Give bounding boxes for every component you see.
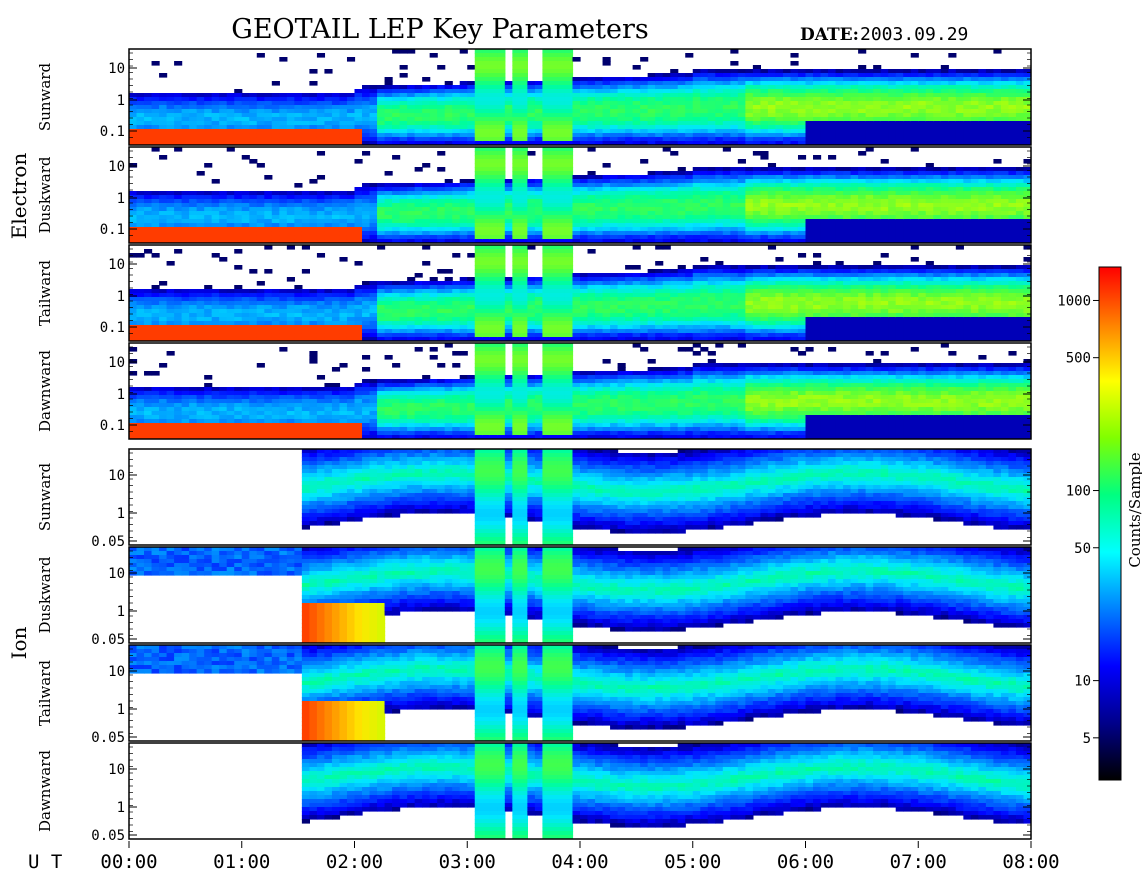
- y-tick-label: 10: [108, 159, 125, 175]
- spectrogram-cells: [129, 645, 1031, 741]
- panel-frame: [128, 342, 1032, 440]
- panel-electron-duskward: 10 1 0.1 Duskward: [36, 146, 1032, 244]
- chart-title: GEOTAIL LEP Key Parameters: [231, 14, 649, 45]
- colorbar-gradient: [1098, 266, 1122, 781]
- date-label: DATE:: [800, 25, 859, 45]
- panel-direction-label: Sunward: [36, 63, 54, 132]
- panel-frame: [128, 146, 1032, 244]
- colorbar-tick-label: 50: [1074, 541, 1091, 557]
- panel-direction-label: Sunward: [36, 463, 54, 532]
- panel-direction-label: Dawnward: [36, 750, 54, 832]
- y-tick-label: 0.05: [91, 730, 125, 746]
- panel-frame: [128, 742, 1032, 840]
- y-tick-label: 10: [108, 257, 125, 273]
- y-tick-label: 1: [117, 191, 125, 207]
- spectrogram-panels: 10 1 0.1 Sunward 10 1 0.1 Duskward 10 1 0.1 Tailwar…: [7, 48, 1032, 844]
- spectrogram-cells: [129, 245, 1031, 341]
- spectrogram-cells: [301, 743, 1031, 839]
- panel-ion-sunward: 10 1 0.05 Sunward: [36, 448, 1032, 550]
- panel-direction-label: Duskward: [36, 556, 54, 633]
- date-value: 2003.09.29: [860, 24, 968, 45]
- colorbar-tick-label: 500: [1066, 351, 1091, 367]
- species-label: Ion: [7, 626, 31, 659]
- y-tick-label: 1: [117, 387, 125, 403]
- panel-frame: [128, 244, 1032, 342]
- x-tick-label: 05:00: [664, 851, 721, 873]
- y-tick-label: 1: [117, 800, 125, 816]
- time-axis: U T 00:00 01:00 02:00 03:00 04:00 05:00 06:00 07…: [28, 841, 1060, 873]
- x-tick-label: 04:00: [551, 851, 608, 873]
- panel-frame: [128, 448, 1032, 546]
- x-tick-label: 06:00: [777, 851, 834, 873]
- colorbar-tick-label: 5: [1083, 731, 1091, 747]
- y-tick-label: 10: [108, 468, 125, 484]
- x-tick-label: 08:00: [1002, 851, 1059, 873]
- y-tick-label: 1: [117, 702, 125, 718]
- panel-direction-label: Tailward: [36, 260, 54, 326]
- x-tick-label: 03:00: [439, 851, 496, 873]
- panel-electron-sunward: 10 1 0.1 Sunward: [36, 48, 1032, 146]
- colorbar-tick-label: 1000: [1057, 293, 1091, 309]
- panel-ion-duskward: 10 1 0.05 Duskward: [36, 546, 1032, 648]
- x-tick-label: 00:00: [100, 851, 157, 873]
- y-tick-label: 10: [108, 664, 125, 680]
- panel-direction-label: Dawnward: [36, 350, 54, 432]
- y-tick-label: 0.05: [91, 534, 125, 550]
- colorbar-tick-label: 10: [1074, 674, 1091, 690]
- panel-frame: [128, 48, 1032, 146]
- panel-frame: [128, 644, 1032, 742]
- colorbar-tick-label: 100: [1066, 484, 1091, 500]
- y-tick-label: 10: [108, 355, 125, 371]
- x-tick-label: 02:00: [326, 851, 383, 873]
- x-tick-label: 01:00: [213, 851, 270, 873]
- y-tick-label: 1: [117, 289, 125, 305]
- spectrogram-cells: [301, 449, 1031, 545]
- x-axis-label: U T: [28, 851, 62, 873]
- y-tick-label: 0.1: [100, 222, 125, 238]
- y-tick-label: 1: [117, 506, 125, 522]
- y-tick-label: 1: [117, 93, 125, 109]
- x-tick-label: 07:00: [890, 851, 947, 873]
- spectrogram-cells: [129, 547, 1031, 643]
- panel-ion-dawnward: 10 1 0.05 Dawnward: [36, 742, 1032, 844]
- panel-direction-label: Tailward: [36, 660, 54, 726]
- panel-electron-dawnward: 10 1 0.1 Dawnward: [36, 342, 1032, 440]
- y-tick-label: 0.1: [100, 320, 125, 336]
- panel-frame: [128, 546, 1032, 644]
- species-label: Electron: [7, 153, 31, 240]
- y-tick-label: 0.1: [100, 124, 125, 140]
- colorbar-label: Counts/Sample: [1126, 452, 1142, 567]
- spectrogram-cells: [129, 343, 1031, 439]
- y-tick-label: 10: [108, 61, 125, 77]
- spectrogram-cells: [129, 147, 1031, 243]
- y-tick-label: 0.05: [91, 828, 125, 844]
- spectrogram-cells: [129, 49, 1031, 145]
- colorbar: 1000 500 100 50 10 5 Counts/Sample: [1057, 266, 1142, 781]
- y-tick-label: 1: [117, 604, 125, 620]
- y-tick-label: 10: [108, 566, 125, 582]
- y-tick-label: 0.05: [91, 632, 125, 648]
- y-tick-label: 10: [108, 762, 125, 778]
- panel-electron-tailward: 10 1 0.1 Tailward: [36, 244, 1032, 342]
- panel-direction-label: Duskward: [36, 156, 54, 233]
- panel-ion-tailward: 10 1 0.05 Tailward: [36, 644, 1032, 746]
- y-tick-label: 0.1: [100, 418, 125, 434]
